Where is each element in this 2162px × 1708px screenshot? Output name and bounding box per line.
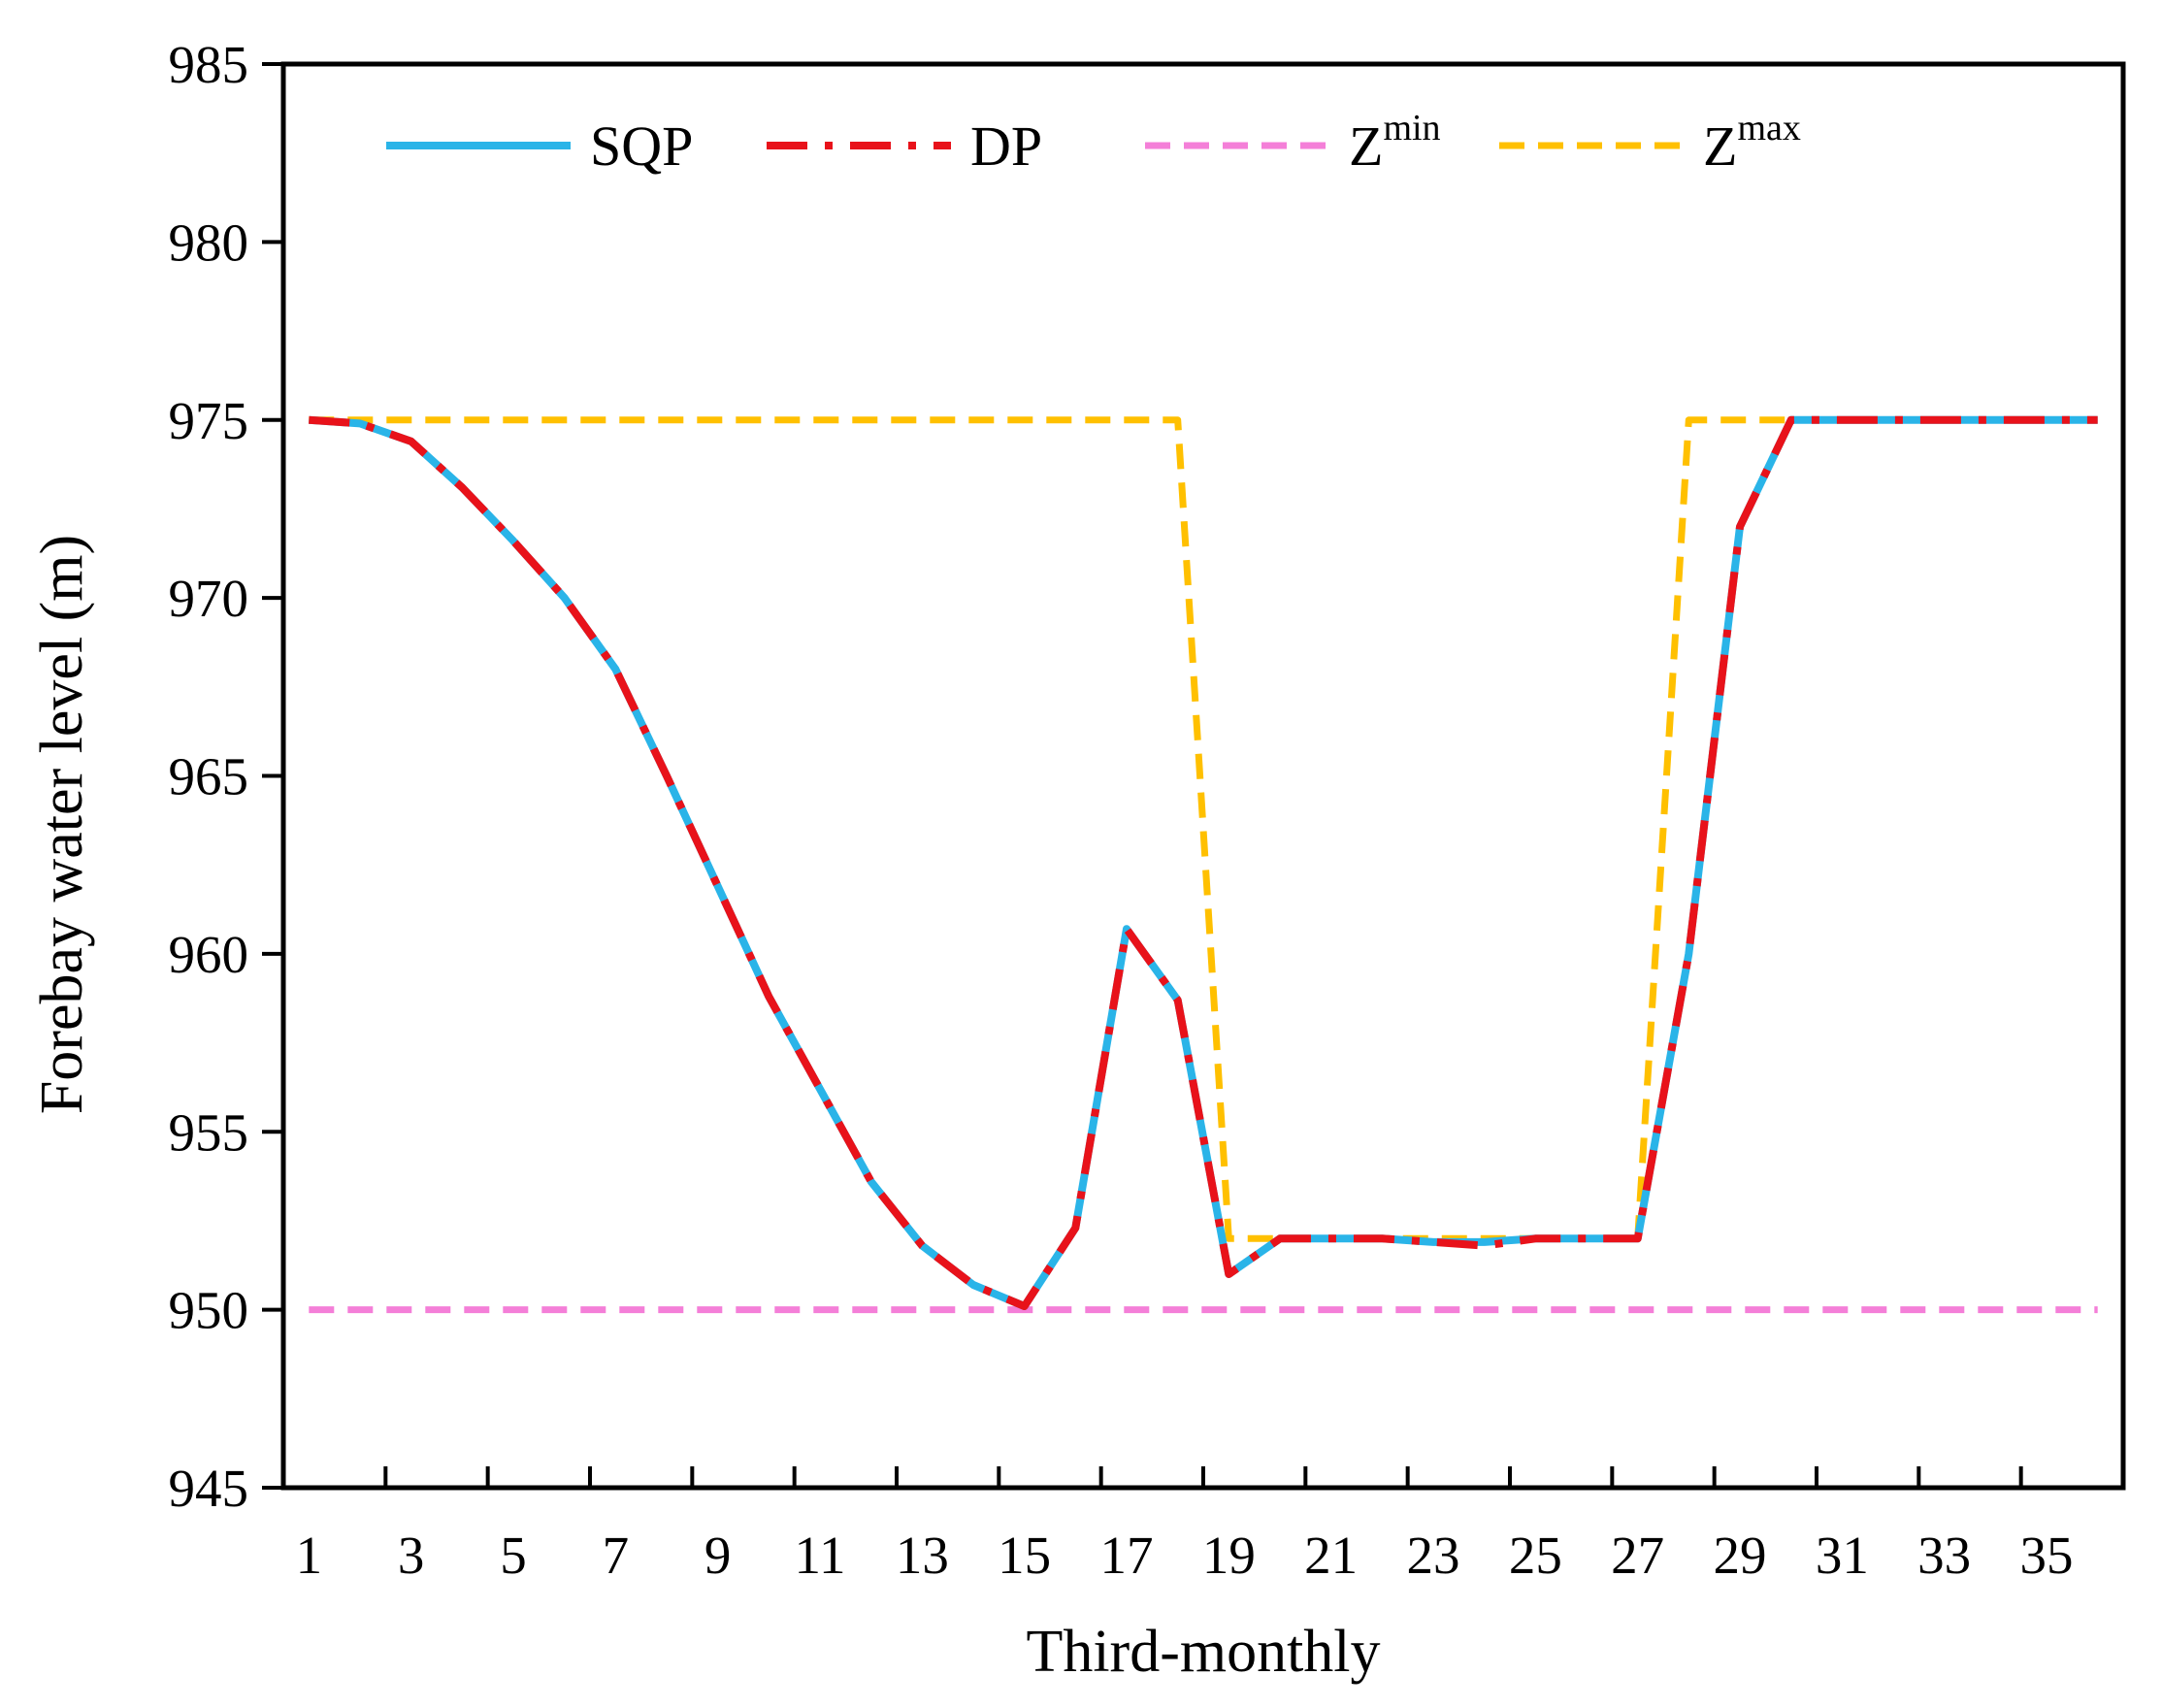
x-tick-label: 27	[1611, 1526, 1664, 1585]
x-tick-label: 21	[1304, 1526, 1358, 1585]
series-line-zmax	[309, 416, 2098, 1242]
legend-label-main: DP	[970, 115, 1042, 178]
y-tick-label: 950	[169, 1281, 249, 1340]
legend-label-superscript: min	[1383, 108, 1440, 148]
legend-label-main: Z	[1349, 115, 1383, 178]
legend-label-sqp: SQP	[590, 115, 693, 178]
legend-label-zmin: Zmin	[1349, 108, 1441, 178]
x-axis-title: Third-monthly	[1026, 1619, 1380, 1685]
legend-label-superscript: max	[1737, 108, 1800, 148]
y-axis-title: Forebay water level (m)	[29, 535, 95, 1114]
x-tick-label: 29	[1714, 1526, 1767, 1585]
y-tick-label: 960	[169, 925, 249, 984]
y-tick-label: 980	[169, 213, 249, 272]
x-axis: 1 3 5 7 9 11 13 15 17 19 21 23 25 27 29 31 33 35	[296, 1466, 2074, 1585]
series-layer	[309, 415, 2098, 1314]
y-tick-label: 955	[169, 1102, 249, 1162]
legend-label-main: Z	[1703, 115, 1737, 178]
x-tick-label: 13	[896, 1526, 949, 1585]
x-tick-label: 9	[704, 1526, 732, 1585]
x-tick-label: 7	[603, 1526, 630, 1585]
x-tick-label: 11	[795, 1526, 846, 1585]
x-tick-label: 35	[2020, 1526, 2074, 1585]
series-line-sqp	[309, 415, 2098, 1310]
x-tick-label: 19	[1202, 1526, 1256, 1585]
x-tick-label: 5	[500, 1526, 527, 1585]
legend-label-main: SQP	[590, 115, 693, 178]
legend: SQP DP Zmin Zmax	[386, 108, 1801, 178]
y-tick-label: 965	[169, 747, 249, 806]
y-tick-label: 945	[169, 1459, 249, 1518]
x-tick-label: 31	[1816, 1526, 1869, 1585]
x-tick-label: 15	[998, 1526, 1051, 1585]
y-tick-label: 975	[169, 391, 249, 450]
legend-label-dp: DP	[970, 115, 1042, 178]
x-tick-label: 25	[1509, 1526, 1562, 1585]
legend-label-zmax: Zmax	[1703, 108, 1801, 178]
y-axis: 945 950 955 960 965 970 975 980 985	[169, 35, 283, 1518]
y-tick-label: 970	[169, 569, 249, 628]
x-tick-label: 3	[398, 1526, 425, 1585]
x-tick-label: 23	[1407, 1526, 1460, 1585]
x-tick-label: 17	[1100, 1526, 1154, 1585]
series-line-dp	[309, 415, 2098, 1310]
x-tick-label: 1	[296, 1526, 323, 1585]
y-tick-label: 985	[169, 35, 249, 94]
x-tick-label: 33	[1917, 1526, 1971, 1585]
